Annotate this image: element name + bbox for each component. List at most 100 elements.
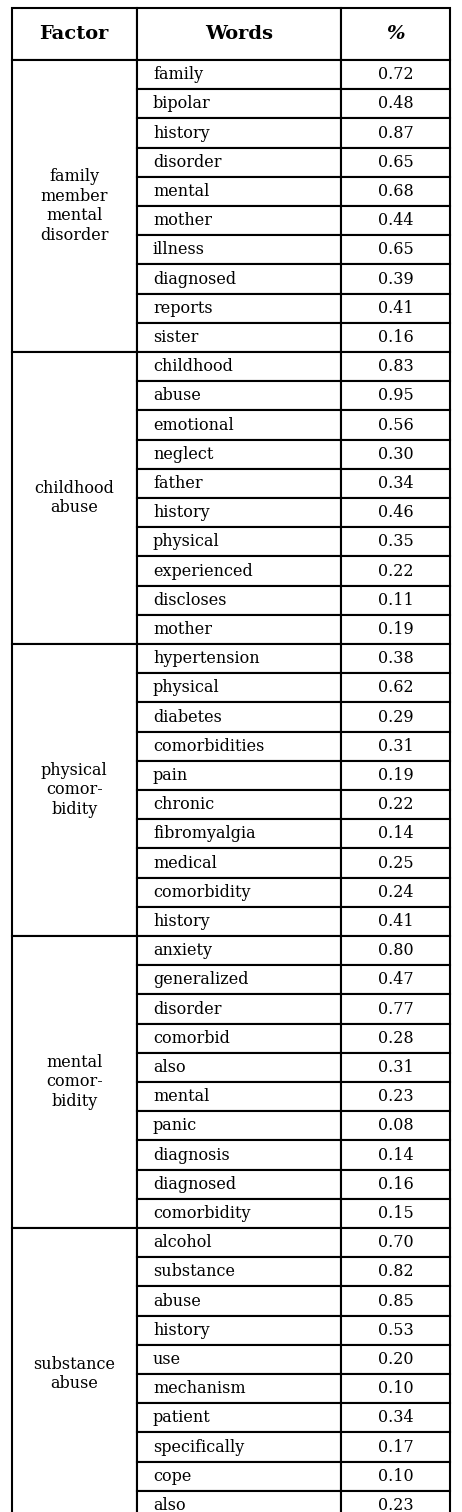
- Text: 0.31: 0.31: [377, 1058, 413, 1077]
- Bar: [341, 1024, 450, 1052]
- Bar: [137, 440, 341, 469]
- Text: fibromyalgia: fibromyalgia: [153, 826, 255, 842]
- Text: 0.24: 0.24: [378, 883, 413, 901]
- Text: 0.46: 0.46: [377, 503, 413, 522]
- Bar: [341, 907, 450, 936]
- Text: mother: mother: [153, 212, 212, 230]
- Text: family
member
mental
disorder: family member mental disorder: [40, 168, 109, 243]
- Bar: [137, 8, 341, 60]
- Bar: [341, 177, 450, 206]
- Text: panic: panic: [153, 1117, 197, 1134]
- Text: 0.10: 0.10: [377, 1468, 413, 1485]
- Bar: [341, 118, 450, 148]
- Text: 0.23: 0.23: [377, 1497, 413, 1512]
- Text: disorder: disorder: [153, 1001, 221, 1018]
- Text: 0.62: 0.62: [377, 679, 413, 697]
- Text: 0.82: 0.82: [377, 1264, 413, 1281]
- Bar: [341, 673, 450, 703]
- Text: anxiety: anxiety: [153, 942, 212, 959]
- Bar: [137, 1228, 341, 1256]
- Text: 0.80: 0.80: [377, 942, 413, 959]
- Bar: [12, 644, 137, 936]
- Bar: [341, 148, 450, 177]
- Bar: [137, 585, 341, 615]
- Text: abuse: abuse: [153, 387, 201, 404]
- Text: diagnosed: diagnosed: [153, 1176, 236, 1193]
- Bar: [137, 148, 341, 177]
- Text: diabetes: diabetes: [153, 709, 222, 726]
- Bar: [137, 761, 341, 789]
- Text: 0.17: 0.17: [377, 1438, 413, 1456]
- Text: 0.83: 0.83: [377, 358, 413, 375]
- Bar: [341, 352, 450, 381]
- Text: patient: patient: [153, 1409, 211, 1426]
- Bar: [137, 265, 341, 293]
- Text: comorbidity: comorbidity: [153, 883, 250, 901]
- Text: 0.68: 0.68: [377, 183, 413, 200]
- Bar: [137, 60, 341, 89]
- Text: physical
comor-
bidity: physical comor- bidity: [41, 762, 108, 818]
- Bar: [137, 907, 341, 936]
- Bar: [341, 703, 450, 732]
- Text: physical: physical: [153, 679, 220, 697]
- Bar: [12, 1228, 137, 1512]
- Bar: [341, 1344, 450, 1374]
- Text: 0.30: 0.30: [377, 446, 413, 463]
- Bar: [341, 8, 450, 60]
- Text: substance: substance: [153, 1264, 235, 1281]
- Text: 0.41: 0.41: [377, 299, 413, 316]
- Text: diagnosis: diagnosis: [153, 1146, 230, 1164]
- Bar: [137, 1344, 341, 1374]
- Bar: [341, 469, 450, 497]
- Text: 0.22: 0.22: [378, 797, 413, 813]
- Bar: [341, 322, 450, 352]
- Text: hypertension: hypertension: [153, 650, 260, 667]
- Bar: [137, 352, 341, 381]
- Text: history: history: [153, 913, 210, 930]
- Bar: [137, 381, 341, 410]
- Text: substance
abuse: substance abuse: [33, 1356, 115, 1393]
- Text: diagnosed: diagnosed: [153, 271, 236, 287]
- Text: mother: mother: [153, 621, 212, 638]
- Bar: [341, 293, 450, 322]
- Text: 0.65: 0.65: [377, 154, 413, 171]
- Bar: [12, 936, 137, 1228]
- Bar: [137, 877, 341, 907]
- Text: comorbidity: comorbidity: [153, 1205, 250, 1222]
- Bar: [341, 1374, 450, 1403]
- Bar: [137, 528, 341, 556]
- Text: 0.29: 0.29: [377, 709, 413, 726]
- Bar: [137, 497, 341, 528]
- Text: comorbid: comorbid: [153, 1030, 230, 1046]
- Text: alcohol: alcohol: [153, 1234, 212, 1250]
- Text: physical: physical: [153, 534, 220, 550]
- Text: 0.19: 0.19: [377, 767, 413, 783]
- Bar: [137, 1024, 341, 1052]
- Text: 0.20: 0.20: [378, 1350, 413, 1368]
- Bar: [137, 556, 341, 585]
- Bar: [341, 789, 450, 820]
- Text: 0.23: 0.23: [377, 1089, 413, 1105]
- Bar: [341, 236, 450, 265]
- Text: 0.72: 0.72: [377, 67, 413, 83]
- Bar: [341, 528, 450, 556]
- Bar: [137, 936, 341, 965]
- Bar: [341, 877, 450, 907]
- Bar: [12, 60, 137, 352]
- Text: 0.77: 0.77: [377, 1001, 413, 1018]
- Bar: [341, 265, 450, 293]
- Text: discloses: discloses: [153, 591, 226, 609]
- Bar: [137, 118, 341, 148]
- Bar: [137, 1170, 341, 1199]
- Text: mechanism: mechanism: [153, 1380, 246, 1397]
- Bar: [137, 469, 341, 497]
- Bar: [137, 1256, 341, 1287]
- Text: 0.08: 0.08: [377, 1117, 413, 1134]
- Bar: [341, 410, 450, 440]
- Bar: [341, 497, 450, 528]
- Bar: [341, 1462, 450, 1491]
- Text: 0.15: 0.15: [377, 1205, 413, 1222]
- Bar: [341, 848, 450, 877]
- Text: childhood
abuse: childhood abuse: [34, 479, 114, 516]
- Bar: [137, 1111, 341, 1140]
